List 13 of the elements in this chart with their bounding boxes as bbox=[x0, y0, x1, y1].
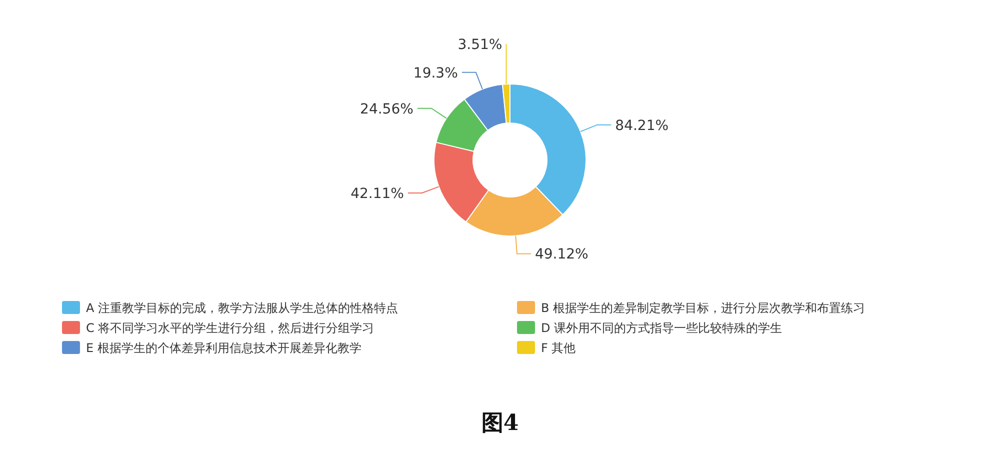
legend-label: F 其他 bbox=[541, 341, 576, 355]
data-label: 19.3% bbox=[413, 65, 458, 82]
legend-label: C 将不同学习水平的学生进行分组，然后进行分组学习 bbox=[86, 321, 374, 335]
legend-label: E 根据学生的个体差异利用信息技术开展差异化教学 bbox=[86, 341, 362, 355]
data-label: 3.51% bbox=[458, 37, 502, 54]
data-label: 49.12% bbox=[534, 246, 588, 263]
legend-label: D 课外用不同的方式指导一些比较特殊的学生 bbox=[541, 321, 782, 335]
legend-label: A 注重教学目标的完成，教学方法服从学生总体的性格特点 bbox=[86, 301, 398, 315]
data-label: 84.21% bbox=[615, 118, 669, 134]
data-label: 42.11% bbox=[350, 186, 404, 202]
data-label: 24.56% bbox=[360, 101, 414, 118]
legend-label: B 根据学生的差异制定教学目标，进行分层次教学和布置练习 bbox=[541, 301, 866, 315]
caption: 图4 bbox=[481, 410, 519, 436]
